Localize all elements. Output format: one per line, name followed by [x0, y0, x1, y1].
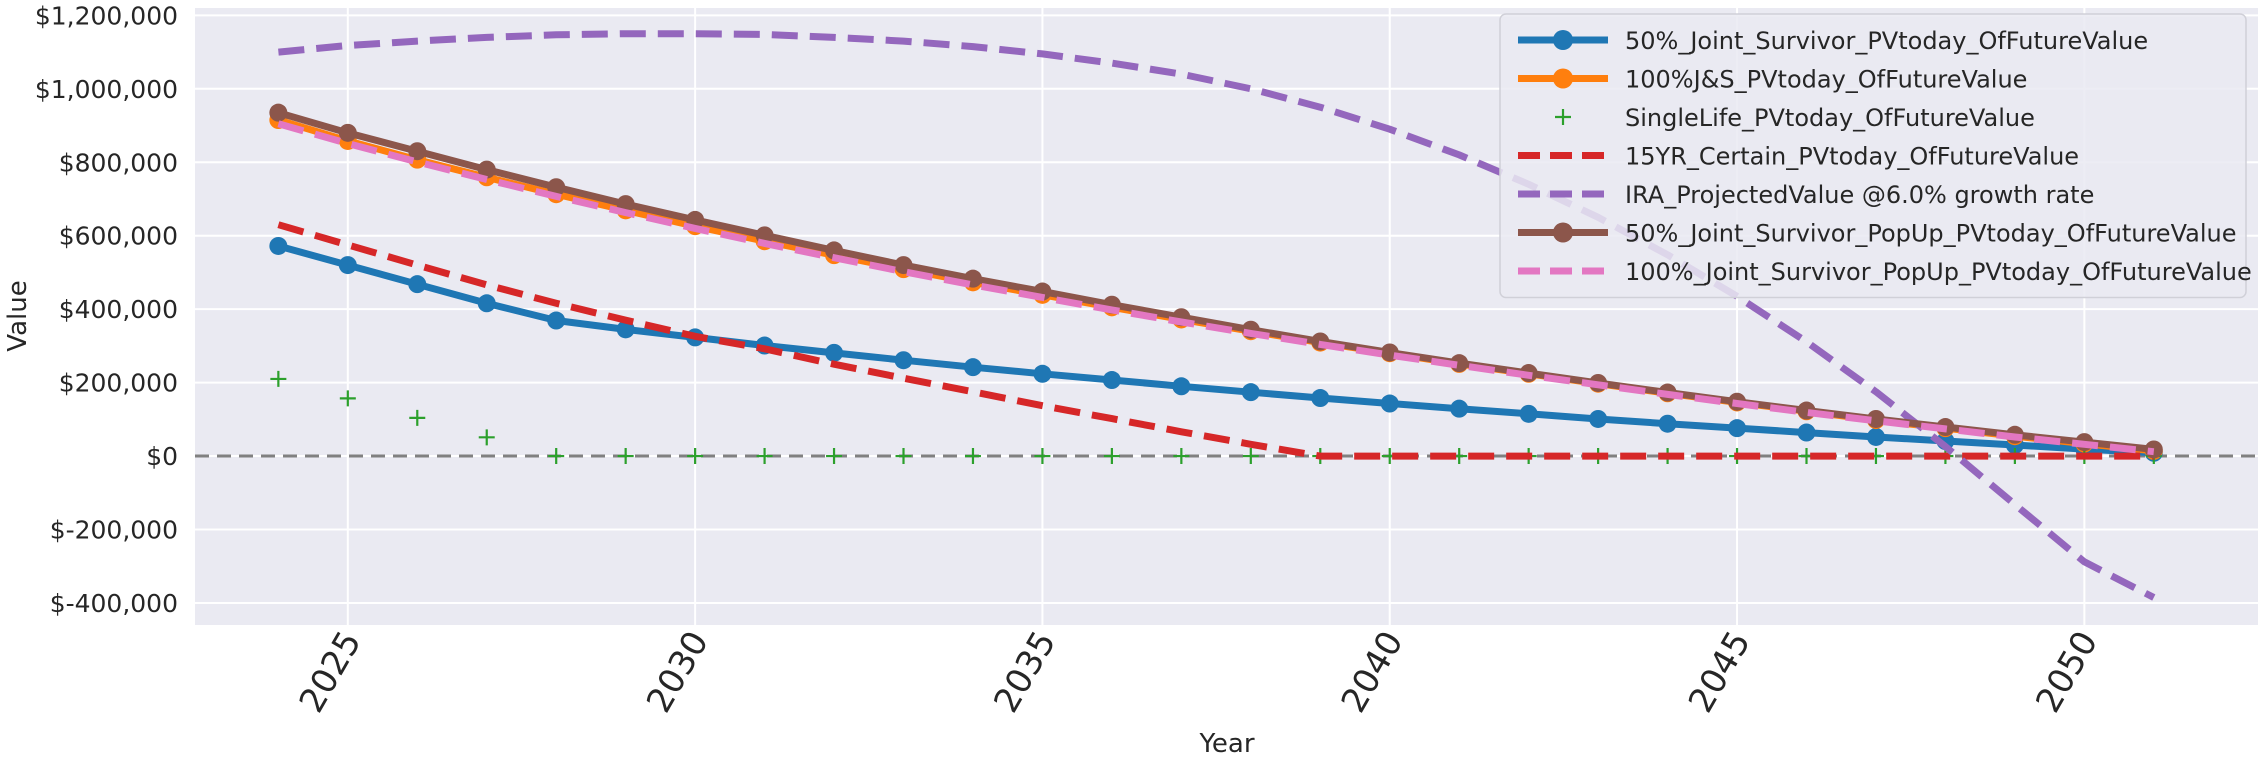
data-point — [1589, 409, 1608, 428]
data-point — [478, 429, 495, 446]
data-point — [269, 103, 288, 122]
data-point — [894, 351, 913, 370]
legend-label: SingleLife_PVtoday_OfFutureValue — [1625, 104, 2035, 132]
y-tick-labels: $-400,000 $-200,000 $0 $200,000 $400,000 $600… — [35, 1, 178, 618]
data-point — [338, 256, 357, 275]
legend-marker — [1553, 222, 1573, 243]
data-point — [1866, 409, 1885, 428]
data-point — [547, 311, 566, 330]
data-point — [963, 358, 982, 377]
y-axis-title: Value — [3, 280, 33, 351]
legend-item: 15YR_Certain_PVtoday_OfFutureValue — [1518, 143, 2079, 171]
series-line — [277, 120, 2155, 456]
data-point — [616, 320, 635, 339]
legend-label: 15YR_Certain_PVtoday_OfFutureValue — [1625, 143, 2079, 171]
series-3 — [277, 221, 2154, 460]
legend-item: IRA_ProjectedValue @6.0% growth rate — [1518, 181, 2094, 209]
data-point — [1102, 371, 1121, 390]
x-tick-label: 2040 — [1334, 625, 1412, 720]
data-point — [1103, 448, 1120, 465]
data-point — [617, 448, 634, 465]
y-tick-label: $1,000,000 — [35, 75, 178, 104]
y-tick-label: $600,000 — [59, 222, 178, 251]
data-point — [825, 343, 844, 362]
y-tick-label: $200,000 — [59, 369, 178, 398]
series-6 — [277, 120, 2155, 456]
legend-marker — [1553, 68, 1573, 89]
data-point — [1658, 414, 1677, 433]
legend-marker — [1555, 109, 1571, 125]
data-point — [548, 448, 565, 465]
legend-item: 100%J&S_PVtoday_OfFutureValue — [1518, 66, 2027, 94]
y-tick-label: $-400,000 — [50, 589, 178, 618]
data-point — [825, 241, 844, 260]
series-line — [277, 242, 2154, 457]
data-point — [1728, 419, 1747, 438]
y-tick-label: $-200,000 — [50, 516, 178, 545]
legend-item: 50%_Joint_Survivor_PopUp_PVtoday_OfFutur… — [1518, 220, 2236, 248]
y-tick-label: $800,000 — [59, 148, 178, 177]
data-point — [756, 448, 773, 465]
x-tick-label: 2045 — [1681, 625, 1759, 720]
x-tick-label: 2035 — [986, 625, 1064, 720]
data-point — [477, 160, 496, 179]
x-tick-label: 2030 — [639, 625, 717, 720]
data-point — [408, 142, 427, 161]
x-axis-title: Year — [1198, 729, 1254, 758]
data-point — [270, 370, 287, 387]
data-point — [1242, 448, 1259, 465]
legend: 50%_Joint_Survivor_PVtoday_OfFutureValue… — [1499, 13, 2252, 299]
data-point — [408, 275, 427, 294]
legend-label: 50%_Joint_Survivor_PVtoday_OfFutureValue — [1625, 27, 2148, 55]
series-2 — [270, 370, 2162, 465]
x-tick-label: 2025 — [292, 625, 370, 720]
legend-label: 100%J&S_PVtoday_OfFutureValue — [1625, 66, 2027, 94]
data-point — [1380, 394, 1399, 413]
legend-box — [1499, 13, 2247, 299]
legend-item: 100%_Joint_Survivor_PopUp_PVtoday_OfFutu… — [1518, 258, 2252, 286]
series-0 — [269, 236, 2163, 462]
data-point — [964, 448, 981, 465]
x-tick-label: 2050 — [2028, 625, 2106, 720]
series-line — [277, 109, 2155, 453]
data-point — [1173, 448, 1190, 465]
data-point — [1311, 389, 1330, 408]
y-tick-label: $0 — [146, 442, 178, 471]
data-point — [1034, 448, 1051, 465]
data-point — [1033, 364, 1052, 383]
data-point — [1519, 404, 1538, 423]
data-point — [826, 448, 843, 465]
series-layer — [269, 30, 2163, 601]
data-point — [1241, 383, 1260, 402]
data-point — [339, 390, 356, 407]
data-point — [269, 236, 288, 255]
data-point — [1450, 399, 1469, 418]
data-point — [1172, 377, 1191, 396]
x-tick-labels: 2025 2030 2035 2040 2045 2050 — [292, 625, 2106, 720]
y-tick-label: $400,000 — [59, 295, 178, 324]
data-point — [687, 448, 704, 465]
legend-label: 100%_Joint_Survivor_PopUp_PVtoday_OfFutu… — [1625, 258, 2252, 286]
y-tick-label: $1,200,000 — [35, 1, 178, 30]
data-point — [477, 294, 496, 313]
legend-item: SingleLife_PVtoday_OfFutureValue — [1555, 104, 2035, 132]
legend-label: IRA_ProjectedValue @6.0% growth rate — [1625, 181, 2094, 209]
data-point — [338, 123, 357, 142]
series-4 — [278, 30, 2156, 601]
data-point — [1797, 423, 1816, 442]
series-line — [278, 30, 2156, 601]
series-line — [277, 221, 2154, 460]
legend-item: 50%_Joint_Survivor_PVtoday_OfFutureValue — [1518, 27, 2148, 55]
legend-marker — [1553, 30, 1573, 50]
data-point — [1866, 427, 1885, 446]
data-point — [895, 448, 912, 465]
legend-label: 50%_Joint_Survivor_PopUp_PVtoday_OfFutur… — [1625, 220, 2236, 248]
data-point — [409, 409, 426, 426]
